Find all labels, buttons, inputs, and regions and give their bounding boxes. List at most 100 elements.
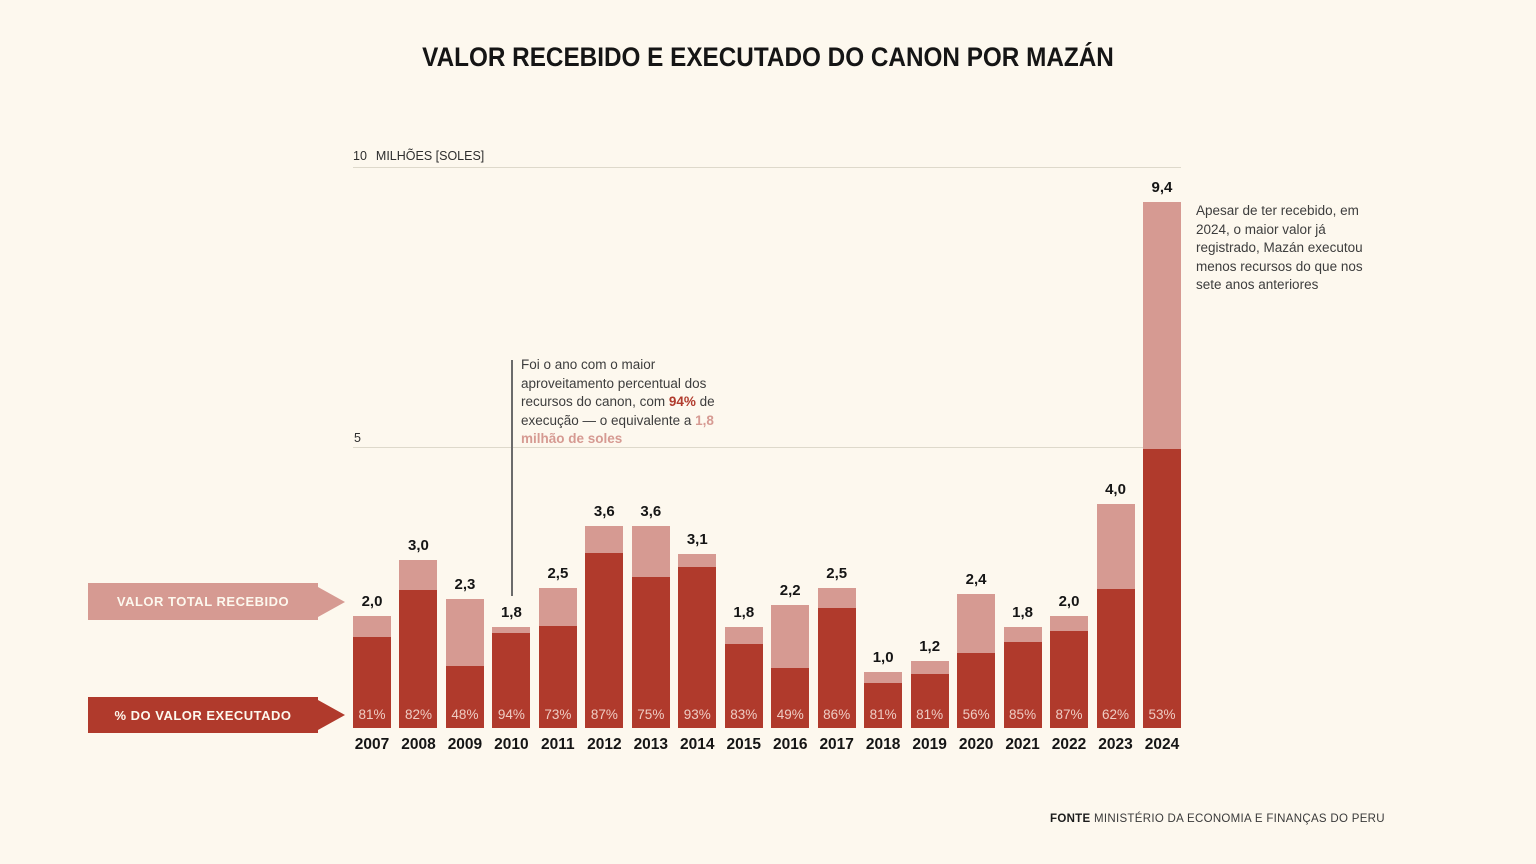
- annotation-2024: Apesar de ter recebido, em 2024, o maior…: [1196, 203, 1363, 292]
- bar-2017: 2,5 86% 2017: [817, 168, 856, 753]
- bar-received-segment: 49%: [771, 605, 810, 728]
- bar-total-label: 2,0: [1058, 593, 1080, 610]
- bar-total-label: 3,6: [640, 503, 662, 520]
- bar-executed-segment: [1050, 631, 1089, 728]
- bar-total-label: 3,6: [593, 503, 615, 520]
- bar-year-label: 2020: [958, 736, 994, 753]
- bar-2024: 9,4 53% 2024: [1142, 168, 1181, 753]
- bar-total-label: 2,3: [454, 576, 476, 593]
- legend-total-received-tag: VALOR TOTAL RECEBIDO: [88, 583, 318, 620]
- bar-2012: 3,6 87% 2012: [585, 168, 624, 753]
- annotation-2010-text-middle: de execução — o equivalente a: [521, 394, 715, 428]
- bar-executed-segment: [631, 577, 670, 728]
- bar-total-label: 2,5: [826, 565, 848, 582]
- gridline-10: [353, 167, 1181, 168]
- bar-year-label: 2017: [819, 736, 854, 753]
- bar-2018: 1,0 81% 2018: [864, 168, 903, 753]
- bar-received-segment: 48%: [445, 599, 484, 728]
- bar-executed-segment: [817, 608, 856, 728]
- bar-total-label: 3,0: [408, 537, 429, 554]
- bar-year-label: 2007: [354, 736, 390, 753]
- bar-received-segment: 53%: [1142, 202, 1181, 728]
- annotation-connector-line: [511, 360, 513, 596]
- bar-year-label: 2021: [1005, 736, 1040, 753]
- bar-2013: 3,6 75% 2013: [631, 168, 670, 753]
- bar-received-segment: 56%: [957, 594, 996, 728]
- bar-2011: 2,5 73% 2011: [538, 168, 577, 753]
- bar-pct-label: 87%: [590, 707, 618, 722]
- bar-executed-segment: [771, 668, 810, 728]
- bar-received-segment: 83%: [724, 627, 763, 728]
- bar-year-label: 2010: [494, 736, 529, 753]
- bar-executed-segment: [864, 683, 903, 728]
- bar-executed-segment: [1142, 449, 1181, 728]
- bar-2015: 1,8 83% 2015: [724, 168, 763, 753]
- bar-executed-segment: [538, 626, 577, 728]
- legend-total-received-label: VALOR TOTAL RECEBIDO: [116, 594, 290, 609]
- bar-executed-segment: [724, 644, 763, 728]
- bar-received-segment: 87%: [585, 526, 624, 728]
- bar-total-label: 9,4: [1151, 179, 1173, 196]
- bar-total-label: 2,2: [779, 582, 801, 599]
- bar-2023: 4,0 62% 2023: [1096, 168, 1135, 753]
- bar-received-segment: 87%: [1050, 616, 1089, 728]
- bar-received-segment: 62%: [1096, 504, 1135, 728]
- bar-2009: 2,3 48% 2009: [445, 168, 484, 753]
- legend-pct-executed-tag: % DO VALOR EXECUTADO: [88, 697, 318, 733]
- bar-received-segment: 85%: [1003, 627, 1042, 728]
- bar-year-label: 2014: [680, 736, 715, 753]
- bar-executed-segment: [1003, 642, 1042, 728]
- bar-executed-segment: [1096, 589, 1135, 728]
- bar-received-segment: 81%: [353, 616, 391, 728]
- bar-chart-area: 2,0 81% 2007 3,0 82% 2008 2,3 48% 2009 1,8 94% 2010…: [353, 168, 1181, 753]
- bar-2022: 2,0 87% 2022: [1050, 168, 1089, 753]
- bar-pct-label: 56%: [962, 707, 990, 722]
- bar-year-label: 2024: [1144, 736, 1180, 753]
- bar-2007: 2,0 81% 2007: [353, 168, 391, 753]
- source-label: FONTE: [1050, 813, 1091, 825]
- bar-year-label: 2018: [865, 736, 901, 753]
- bar-pct-label: 73%: [544, 707, 572, 722]
- bar-year-label: 2019: [912, 736, 947, 753]
- bar-received-segment: 73%: [538, 588, 577, 728]
- bar-2016: 2,2 49% 2016: [771, 168, 810, 753]
- bar-pct-label: 87%: [1055, 707, 1083, 722]
- annotation-2010: Foi o ano com o maior aproveitamento per…: [521, 356, 719, 449]
- bar-total-label: 2,5: [547, 565, 569, 582]
- bar-executed-segment: [910, 674, 949, 728]
- bar-pct-label: 81%: [358, 707, 386, 722]
- bar-2020: 2,4 56% 2020: [957, 168, 996, 753]
- bar-2008: 3,0 82% 2008: [399, 168, 438, 753]
- bar-2010: 1,8 94% 2010: [492, 168, 531, 753]
- bar-total-label: 1,8: [1012, 604, 1033, 621]
- bar-year-label: 2013: [633, 736, 669, 753]
- bar-2019: 1,2 81% 2019: [910, 168, 949, 753]
- bar-received-segment: 82%: [399, 560, 438, 728]
- bar-total-label: 1,8: [500, 604, 522, 621]
- bar-total-label: 4,0: [1105, 481, 1126, 498]
- chart-title: VALOR RECEBIDO E EXECUTADO DO CANON POR …: [422, 42, 1114, 72]
- bar-pct-label: 75%: [637, 707, 665, 722]
- bar-total-label: 3,1: [686, 531, 708, 548]
- bar-received-segment: 86%: [817, 588, 856, 728]
- bar-2021: 1,8 85% 2021: [1003, 168, 1042, 753]
- bar-executed-segment: [585, 553, 624, 728]
- bar-pct-label: 81%: [869, 707, 897, 722]
- annotation-2010-pct-highlight: 94%: [668, 394, 696, 409]
- bar-received-segment: 93%: [678, 554, 717, 728]
- bar-pct-label: 48%: [451, 707, 479, 722]
- legend-pct-executed-label: % DO VALOR EXECUTADO: [114, 707, 292, 723]
- bar-total-label: 2,0: [361, 593, 383, 610]
- bar-pct-label: 85%: [1009, 707, 1037, 722]
- source-credit: FONTE MINISTÉRIO DA ECONOMIA E FINANÇAS …: [1050, 813, 1385, 825]
- bar-executed-segment: [399, 590, 438, 728]
- bar-pct-label: 49%: [776, 707, 804, 722]
- bar-received-segment: 94%: [492, 627, 531, 728]
- bar-total-label: 1,0: [872, 649, 894, 666]
- bar-year-label: 2015: [726, 736, 761, 753]
- bar-year-label: 2022: [1051, 736, 1087, 753]
- bar-pct-label: 53%: [1148, 707, 1176, 722]
- bar-pct-label: 86%: [823, 707, 851, 722]
- bar-year-label: 2012: [587, 736, 622, 753]
- y-axis-tick-5: 5: [354, 431, 361, 445]
